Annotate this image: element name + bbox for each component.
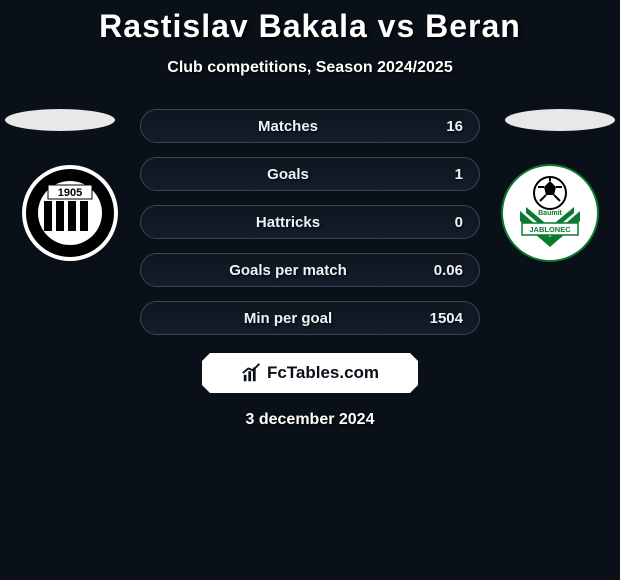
stat-label: Min per goal	[157, 310, 419, 327]
stat-value: 0	[419, 214, 463, 231]
stat-value: 0.06	[419, 262, 463, 279]
stat-label: Matches	[157, 118, 419, 135]
stat-row: Hattricks 0	[140, 205, 480, 239]
badge-right-text: JABLONEC	[529, 225, 571, 234]
badge-year-text: 1905	[58, 187, 82, 199]
badge-right-top-text: Baumit	[538, 210, 562, 217]
stat-row: Min per goal 1504	[140, 301, 480, 335]
stat-label: Goals	[157, 166, 419, 183]
stat-value: 16	[419, 118, 463, 135]
left-shadow-ellipse	[5, 109, 115, 131]
bar-chart-icon	[241, 362, 263, 384]
stat-row: Goals 1	[140, 157, 480, 191]
stat-label: Goals per match	[157, 262, 419, 279]
stat-row: Goals per match 0.06	[140, 253, 480, 287]
subtitle: Club competitions, Season 2024/2025	[0, 59, 620, 77]
team-right-badge: JABLONEC Baumit	[500, 163, 600, 263]
right-shadow-ellipse	[505, 109, 615, 131]
team-left-badge: 1905	[20, 163, 120, 263]
content-area: 1905 JABLONEC Baumit Matches 16 Goals	[0, 109, 620, 429]
brand-badge: FcTables.com	[202, 353, 418, 393]
stat-label: Hattricks	[157, 214, 419, 231]
date-text: 3 december 2024	[0, 411, 620, 429]
stat-value: 1504	[419, 310, 463, 327]
brand-text: FcTables.com	[267, 363, 379, 383]
stats-rows: Matches 16 Goals 1 Hattricks 0 Goals per…	[140, 109, 480, 335]
page-title: Rastislav Bakala vs Beran	[0, 0, 620, 45]
stat-value: 1	[419, 166, 463, 183]
stat-row: Matches 16	[140, 109, 480, 143]
